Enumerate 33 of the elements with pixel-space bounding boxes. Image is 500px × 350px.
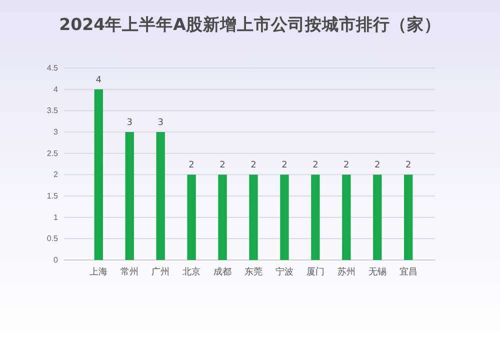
data-label: 3 xyxy=(158,118,164,128)
x-tick-label: 北京 xyxy=(182,266,201,276)
data-label: 2 xyxy=(344,160,350,171)
data-label: 2 xyxy=(312,160,318,171)
data-label: 2 xyxy=(220,160,226,171)
data-label: 2 xyxy=(250,160,256,171)
data-label: 2 xyxy=(282,160,288,171)
x-tick-label: 宁波 xyxy=(275,266,294,276)
y-tick-label: 1 xyxy=(54,212,59,222)
data-label: 2 xyxy=(405,160,412,171)
data-label: 4 xyxy=(96,75,102,86)
x-tick-label: 东莞 xyxy=(244,266,262,276)
y-tick-label: 0.5 xyxy=(46,234,59,244)
data-label: 3 xyxy=(126,118,132,128)
y-tick-label: 2.5 xyxy=(46,148,59,158)
y-tick-label: 4.5 xyxy=(46,64,59,73)
x-tick-label: 厦门 xyxy=(306,266,324,276)
y-tick-label: 3 xyxy=(54,128,59,137)
y-tick-label: 0 xyxy=(54,256,59,265)
y-tick-label: 1.5 xyxy=(46,192,59,201)
x-tick-label: 宜昌 xyxy=(399,266,418,276)
y-tick-label: 4 xyxy=(54,84,59,94)
x-tick-label: 成都 xyxy=(214,266,232,276)
x-tick-label: 常州 xyxy=(120,266,139,276)
data-label: 2 xyxy=(374,160,380,171)
y-tick-label: 3.5 xyxy=(46,106,59,116)
chart-title: 2024年上半年A股新增上市公司按城市排行（家） xyxy=(59,15,441,34)
data-label: 2 xyxy=(188,160,194,171)
x-tick-label: 上海 xyxy=(90,266,108,276)
x-tick-label: 苏州 xyxy=(337,266,356,276)
x-tick-label: 广州 xyxy=(152,266,170,276)
x-tick-label: 无锡 xyxy=(368,266,386,276)
y-tick-label: 2 xyxy=(54,170,59,180)
